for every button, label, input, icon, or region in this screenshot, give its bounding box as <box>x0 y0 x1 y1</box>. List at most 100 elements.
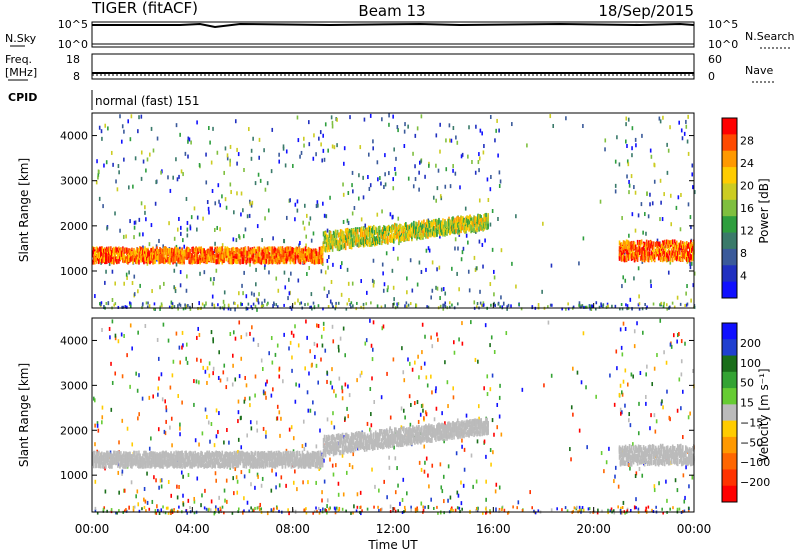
echo-pixel <box>307 246 310 252</box>
echo-pixel <box>626 382 629 387</box>
echo-pixel <box>436 267 438 272</box>
colorbar-tick-label: 12 <box>740 225 754 238</box>
echo-pixel <box>141 303 144 307</box>
echo-pixel <box>199 255 201 261</box>
echo-pixel <box>462 216 464 222</box>
echo-pixel <box>208 256 210 262</box>
echo-pixel <box>372 146 374 151</box>
echo-pixel <box>391 215 394 220</box>
echo-pixel <box>116 455 118 461</box>
echo-pixel <box>644 255 647 261</box>
echo-pixel <box>360 237 363 243</box>
echo-pixel <box>130 114 133 119</box>
echo-pixel <box>284 285 287 290</box>
echo-pixel <box>464 228 466 234</box>
echo-pixel <box>414 164 416 169</box>
echo-pixel <box>650 250 653 256</box>
echo-pixel <box>614 474 616 479</box>
echo-pixel <box>265 250 268 256</box>
echo-pixel <box>179 259 181 265</box>
echo-pixel <box>401 346 403 351</box>
echo-pixel <box>622 240 625 246</box>
echo-pixel <box>340 292 343 297</box>
echo-pixel <box>230 248 233 254</box>
echo-pixel <box>605 305 608 309</box>
echo-pixel <box>330 279 333 284</box>
echo-pixel <box>132 454 134 460</box>
echo-pixel <box>332 262 334 267</box>
echo-pixel <box>500 295 502 300</box>
echo-pixel <box>156 504 158 509</box>
echo-pixel <box>420 222 422 228</box>
echo-pixel <box>253 247 256 253</box>
echo-pixel <box>366 290 368 295</box>
echo-pixel <box>306 390 309 395</box>
echo-pixel <box>177 304 179 309</box>
echo-pixel <box>443 439 445 444</box>
echo-pixel <box>120 460 122 466</box>
echo-pixel <box>444 226 446 232</box>
echo-pixel <box>101 451 103 457</box>
echo-pixel <box>140 255 142 261</box>
echo-pixel <box>608 446 610 451</box>
echo-pixel <box>667 148 670 153</box>
echo-pixel <box>152 394 154 399</box>
echo-pixel <box>449 219 451 225</box>
echo-pixel <box>486 225 488 231</box>
echo-pixel <box>442 307 445 311</box>
echo-pixel <box>638 401 640 406</box>
echo-pixel <box>277 249 280 255</box>
echo-pixel <box>475 479 478 484</box>
echo-pixel <box>427 505 430 510</box>
nsearch-label: N.Search <box>745 30 795 43</box>
echo-pixel <box>163 246 165 252</box>
freq-label-1: Freq. <box>5 53 32 66</box>
echo-pixel <box>338 238 341 244</box>
echo-pixel <box>300 257 303 263</box>
echo-pixel <box>629 241 632 247</box>
echo-pixel <box>173 256 175 262</box>
echo-pixel <box>490 303 492 307</box>
echo-pixel <box>320 251 323 257</box>
echo-pixel <box>103 460 105 466</box>
y-tick-label: 2000 <box>60 220 88 233</box>
echo-pixel <box>244 258 247 264</box>
echo-pixel <box>96 452 98 458</box>
echo-pixel <box>632 245 635 251</box>
echo-pixel <box>442 474 445 479</box>
echo-pixel <box>370 423 373 428</box>
echo-pixel <box>467 269 470 274</box>
echo-pixel <box>460 154 463 159</box>
echo-pixel <box>366 421 369 426</box>
echo-pixel <box>388 234 391 240</box>
echo-pixel <box>229 331 232 336</box>
echo-pixel <box>328 290 330 295</box>
echo-pixel <box>479 128 482 133</box>
echo-pixel <box>656 238 659 243</box>
echo-pixel <box>134 220 137 225</box>
echo-pixel <box>672 333 675 338</box>
echo-pixel <box>666 142 668 147</box>
echo-pixel <box>182 474 184 479</box>
echo-pixel <box>411 288 414 293</box>
echo-pixel <box>176 255 178 261</box>
echo-pixel <box>391 236 394 242</box>
echo-pixel <box>435 386 437 391</box>
echo-pixel <box>257 474 259 479</box>
echo-pixel <box>680 192 682 197</box>
echo-pixel <box>452 386 455 391</box>
echo-pixel <box>162 244 165 249</box>
echo-pixel <box>386 371 388 376</box>
echo-pixel <box>247 250 250 256</box>
echo-pixel <box>368 186 371 191</box>
echo-pixel <box>375 228 378 234</box>
echo-pixel <box>234 253 237 259</box>
echo-pixel <box>126 250 128 256</box>
echo-pixel <box>229 162 231 167</box>
echo-pixel <box>311 250 314 256</box>
echo-pixel <box>258 257 261 263</box>
echo-pixel <box>151 499 154 504</box>
echo-pixel <box>371 228 374 234</box>
echo-pixel <box>100 463 102 469</box>
echo-pixel <box>119 114 121 119</box>
